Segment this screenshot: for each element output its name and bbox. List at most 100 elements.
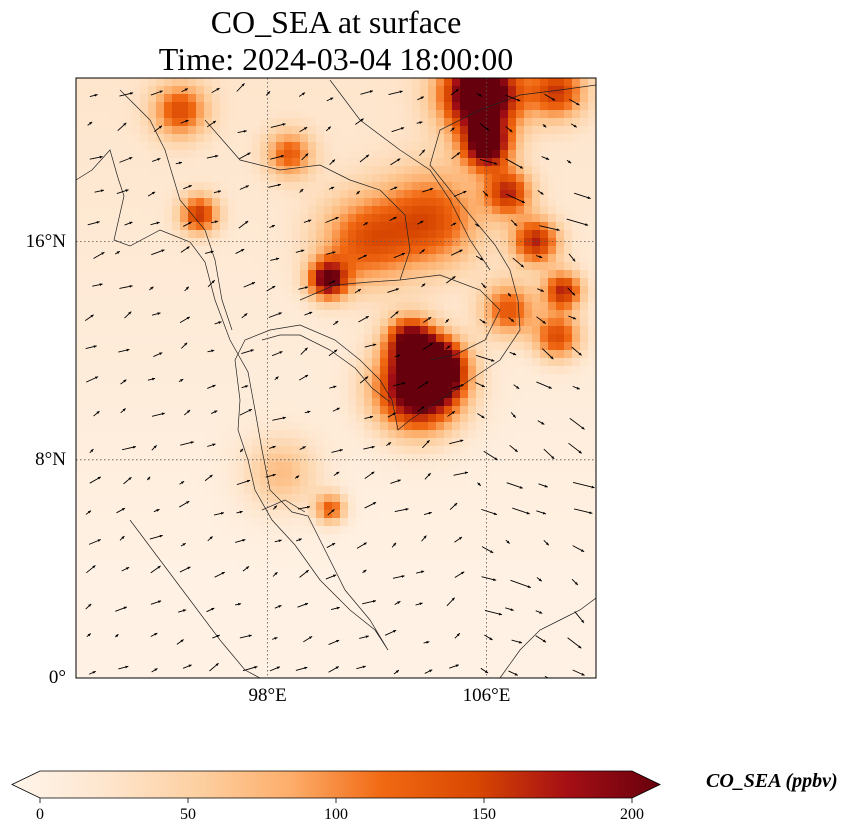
- field-cell: [428, 262, 437, 271]
- field-cell: [396, 350, 405, 359]
- field-cell: [244, 582, 253, 591]
- field-cell: [172, 134, 181, 143]
- field-cell: [108, 366, 117, 375]
- field-cell: [284, 86, 293, 95]
- field-cell: [516, 102, 525, 111]
- field-cell: [244, 270, 253, 279]
- field-cell: [284, 406, 293, 415]
- field-cell: [172, 398, 181, 407]
- field-cell: [188, 118, 197, 127]
- field-cell: [372, 630, 381, 639]
- field-cell: [564, 358, 573, 367]
- wind-arrow: [114, 250, 121, 255]
- field-cell: [452, 302, 461, 311]
- field-cell: [500, 486, 509, 495]
- field-cell: [236, 326, 245, 335]
- field-cell: [204, 102, 213, 111]
- field-cell: [292, 446, 301, 455]
- field-cell: [276, 590, 285, 599]
- field-cell: [444, 542, 453, 551]
- wind-arrow: [298, 92, 306, 97]
- field-cell: [468, 542, 477, 551]
- field-cell: [308, 190, 317, 199]
- border-laos-vietnam: [329, 79, 491, 271]
- field-cell: [156, 494, 165, 503]
- field-cell: [420, 230, 429, 239]
- field-cell: [500, 638, 509, 647]
- field-cell: [508, 294, 517, 303]
- field-cell: [76, 542, 85, 551]
- field-cell: [476, 382, 485, 391]
- field-cell: [236, 574, 245, 583]
- field-cell: [228, 350, 237, 359]
- field-cell: [324, 406, 333, 415]
- field-cell: [412, 574, 421, 583]
- field-cell: [332, 454, 341, 463]
- field-cell: [492, 166, 501, 175]
- field-cell: [588, 286, 596, 295]
- field-cell: [196, 646, 205, 655]
- field-cell: [396, 622, 405, 631]
- field-cell: [148, 518, 157, 527]
- field-cell: [476, 318, 485, 327]
- field-cell: [84, 486, 93, 495]
- field-cell: [332, 398, 341, 407]
- field-cell: [324, 270, 333, 279]
- field-cell: [412, 142, 421, 151]
- field-cell: [452, 94, 461, 103]
- field-cell: [484, 518, 493, 527]
- field-cell: [132, 78, 141, 87]
- field-cell: [220, 350, 229, 359]
- field-cell: [492, 590, 501, 599]
- field-cell: [468, 238, 477, 247]
- field-cell: [164, 294, 173, 303]
- field-cell: [564, 254, 573, 263]
- field-cell: [564, 334, 573, 343]
- field-cell: [404, 510, 413, 519]
- field-cell: [292, 590, 301, 599]
- field-cell: [244, 94, 253, 103]
- field-cell: [508, 366, 517, 375]
- field-cell: [140, 302, 149, 311]
- field-cell: [260, 406, 269, 415]
- field-cell: [516, 342, 525, 351]
- field-cell: [348, 606, 357, 615]
- field-cell: [76, 334, 85, 343]
- field-cell: [84, 422, 93, 431]
- field-cell: [380, 582, 389, 591]
- field-cell: [140, 198, 149, 207]
- field-cell: [588, 662, 596, 671]
- field-cell: [372, 406, 381, 415]
- field-cell: [84, 382, 93, 391]
- field-cell: [140, 334, 149, 343]
- field-cell: [292, 510, 301, 519]
- field-cell: [292, 550, 301, 559]
- field-cell: [476, 390, 485, 399]
- field-cell: [524, 198, 533, 207]
- field-cell: [588, 470, 596, 479]
- wind-arrow: [270, 155, 285, 160]
- field-cell: [444, 254, 453, 263]
- field-cell: [564, 134, 573, 143]
- field-cell: [364, 654, 373, 663]
- field-cell: [132, 558, 141, 567]
- field-cell: [388, 246, 397, 255]
- field-cell: [204, 630, 213, 639]
- field-cell: [148, 166, 157, 175]
- field-cell: [452, 382, 461, 391]
- field-cell: [156, 590, 165, 599]
- field-cell: [292, 398, 301, 407]
- field-cell: [260, 278, 269, 287]
- field-cell: [364, 406, 373, 415]
- field-cell: [356, 502, 365, 511]
- field-cell: [564, 350, 573, 359]
- field-cell: [532, 646, 541, 655]
- field-cell: [540, 526, 549, 535]
- field-cell: [548, 190, 557, 199]
- field-cell: [588, 246, 596, 255]
- field-cell: [268, 126, 277, 135]
- field-cell: [476, 670, 485, 678]
- field-cell: [284, 278, 293, 287]
- field-cell: [492, 78, 501, 87]
- field-cell: [548, 350, 557, 359]
